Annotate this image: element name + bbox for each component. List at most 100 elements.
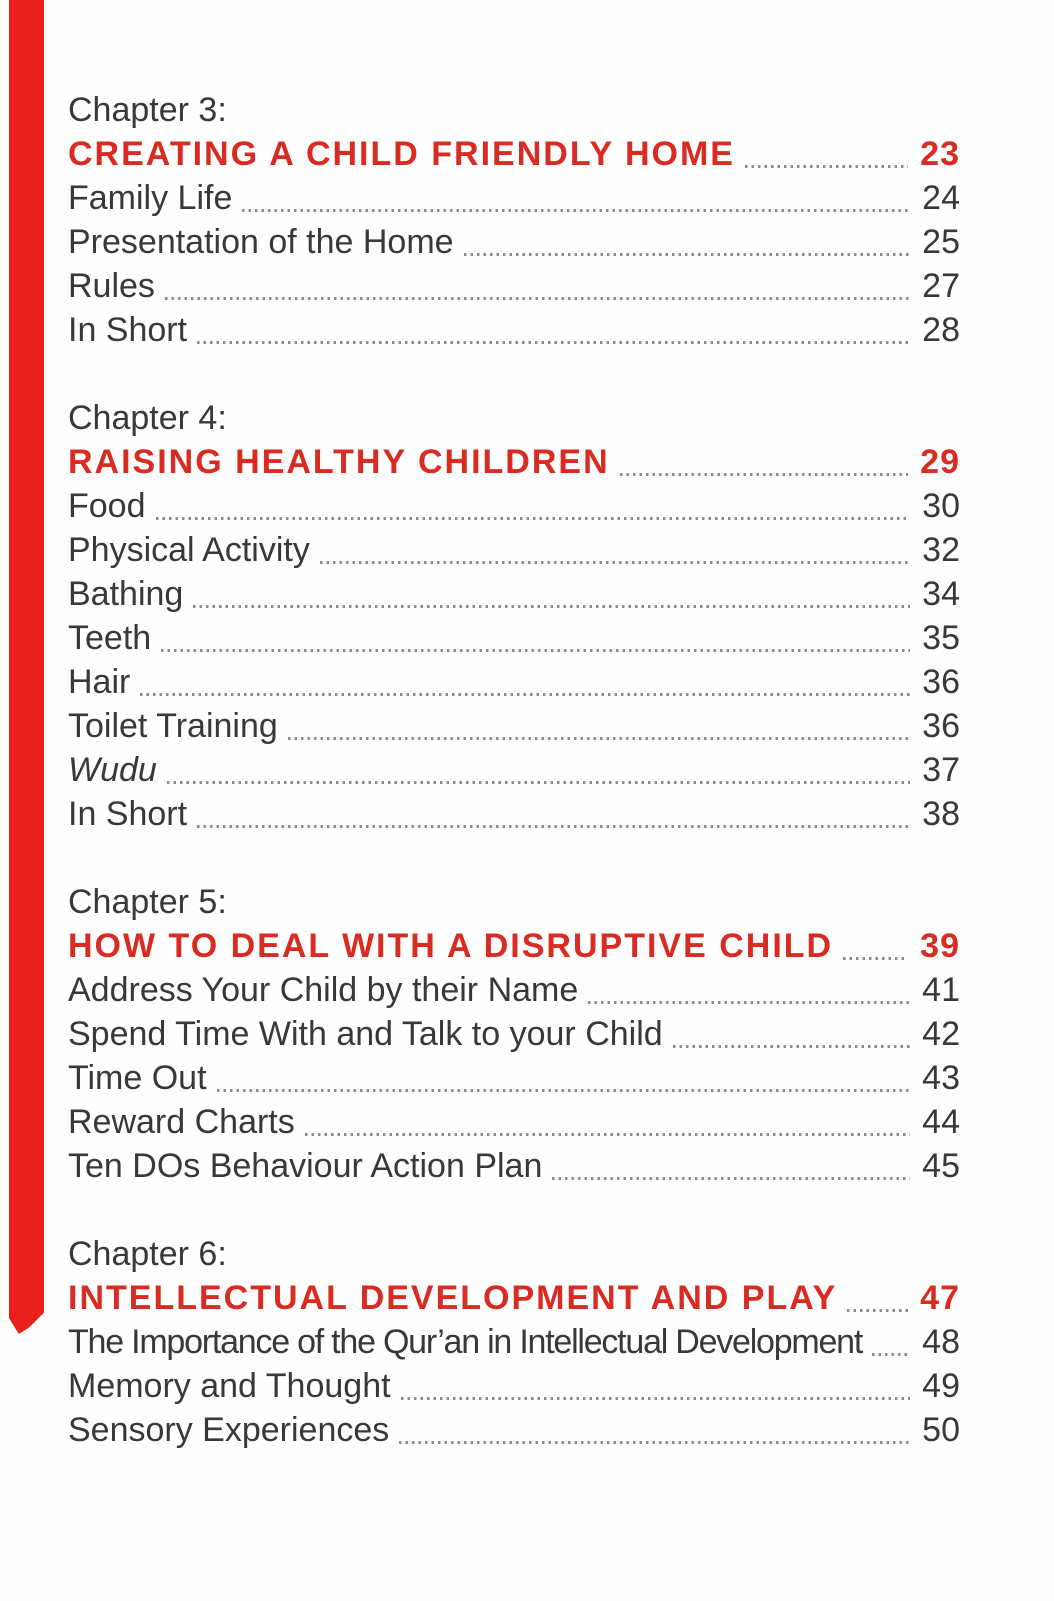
toc-entry-row: Rules 27 [68,264,960,308]
dotted-leader [216,1089,911,1092]
dotted-leader [319,561,911,564]
chapter-heading-row: HOW TO DEAL WITH A DISRUPTIVE CHILD 39 [68,924,960,968]
chapter-page-number: 39 [920,927,960,965]
toc-entry-title: Family Life [68,179,233,217]
toc-entry-page-number: 30 [922,487,960,525]
dotted-leader [588,1001,911,1004]
toc-entry-title: Ten DOs Behaviour Action Plan [68,1147,543,1185]
toc-entry-title: Memory and Thought [68,1367,391,1405]
toc-entry-row: In Short 28 [68,308,960,352]
toc-section: Chapter 3: CREATING A CHILD FRIENDLY HOME… [68,88,960,352]
toc-entry-row: Sensory Experiences 50 [68,1408,960,1452]
chapter-label: Chapter 4: [68,399,227,437]
toc-entry-page-number: 34 [922,575,960,613]
toc-entry-row: Toilet Training 36 [68,704,960,748]
toc-entry-page-number: 38 [922,795,960,833]
chapter-heading-row: INTELLECTUAL DEVELOPMENT AND PLAY 47 [68,1276,960,1320]
toc-entry-page-number: 25 [922,223,960,261]
chapter-heading-title: CREATING A CHILD FRIENDLY HOME [68,135,735,173]
toc-entry-row: Bathing 34 [68,572,960,616]
toc-entry-title: Sensory Experiences [68,1411,390,1449]
toc-entry-page-number: 24 [922,179,960,217]
toc-entry-page-number: 32 [922,531,960,569]
toc-entry-page-number: 48 [922,1323,960,1361]
toc-entry-row: Hair 36 [68,660,960,704]
dotted-leader [552,1177,911,1180]
dotted-leader [155,517,911,520]
toc-entry-row: Address Your Child by their Name 41 [68,968,960,1012]
toc-entry-row: Time Out 43 [68,1056,960,1100]
dotted-leader [140,693,911,696]
dotted-leader [399,1441,911,1444]
dotted-leader [197,341,911,344]
chapter-label: Chapter 6: [68,1235,227,1273]
dotted-leader [166,781,911,784]
toc-entry-title: Wudu [68,751,157,789]
toc-entry-page-number: 45 [922,1147,960,1185]
toc-entry-page-number: 36 [922,663,960,701]
dotted-leader [843,957,909,960]
toc-section: Chapter 5: HOW TO DEAL WITH A DISRUPTIVE … [68,880,960,1188]
toc-entry-page-number: 43 [922,1059,960,1097]
chapter-label: Chapter 3: [68,91,227,129]
toc-entry-title: Hair [68,663,131,701]
chapter-heading-title: HOW TO DEAL WITH A DISRUPTIVE CHILD [68,927,834,965]
dotted-leader [745,165,909,168]
toc-entry-title: Time Out [68,1059,207,1097]
dotted-leader [847,1309,909,1312]
chapter-page-number: 29 [920,443,960,481]
dotted-leader [463,253,911,256]
toc-entry-title: In Short [68,311,188,349]
toc-entry-title: Reward Charts [68,1103,295,1141]
toc-entry-page-number: 28 [922,311,960,349]
toc-entry-row: Food 30 [68,484,960,528]
dotted-leader [619,473,909,476]
toc-entry-row: The Importance of the Qur’an in Intellec… [68,1320,960,1364]
toc-section: Chapter 4: RAISING HEALTHY CHILDREN 29 Food… [68,396,960,836]
toc-entry-page-number: 27 [922,267,960,305]
toc-entry-page-number: 36 [922,707,960,745]
toc-entry-page-number: 44 [922,1103,960,1141]
toc-entry-title: Bathing [68,575,184,613]
toc-entry-row: Reward Charts 44 [68,1100,960,1144]
toc-entry-title: Teeth [68,619,152,657]
toc-entry-title: In Short [68,795,188,833]
toc-entry-row: Presentation of the Home 25 [68,220,960,264]
toc-entry-row: In Short 38 [68,792,960,836]
red-ribbon-bookmark [9,0,44,1334]
chapter-heading-row: RAISING HEALTHY CHILDREN 29 [68,440,960,484]
dotted-leader [304,1133,911,1136]
toc-entry-row: Teeth 35 [68,616,960,660]
toc-entry-page-number: 35 [922,619,960,657]
toc-section: Chapter 6: INTELLECTUAL DEVELOPMENT AND P… [68,1232,960,1452]
dotted-leader [400,1397,911,1400]
dotted-leader [287,737,911,740]
toc-entry-row: Spend Time With and Talk to your Child 42 [68,1012,960,1056]
table-of-contents: Chapter 3: CREATING A CHILD FRIENDLY HOME… [68,88,960,1452]
dotted-leader [672,1045,911,1048]
toc-entry-page-number: 41 [922,971,960,1009]
toc-entry-row: Memory and Thought 49 [68,1364,960,1408]
toc-entry-title: Toilet Training [68,707,278,745]
chapter-heading-title: INTELLECTUAL DEVELOPMENT AND PLAY [68,1279,838,1317]
toc-entry-page-number: 49 [922,1367,960,1405]
toc-entry-page-number: 50 [922,1411,960,1449]
toc-entry-title: Physical Activity [68,531,310,569]
dotted-leader [242,209,911,212]
toc-entry-row: Wudu 37 [68,748,960,792]
toc-entry-page-number: 42 [922,1015,960,1053]
dotted-leader [164,297,911,300]
toc-entry-row: Physical Activity 32 [68,528,960,572]
toc-entry-title: The Importance of the Qur’an in Intellec… [68,1323,863,1361]
toc-entry-title: Rules [68,267,155,305]
chapter-heading-row: CREATING A CHILD FRIENDLY HOME 23 [68,132,960,176]
chapter-page-number: 23 [920,135,960,173]
dotted-leader [193,605,911,608]
chapter-page-number: 47 [920,1279,960,1317]
toc-entry-row: Ten DOs Behaviour Action Plan 45 [68,1144,960,1188]
toc-entry-title: Address Your Child by their Name [68,971,579,1009]
toc-entry-title: Food [68,487,146,525]
chapter-label: Chapter 5: [68,883,227,921]
dotted-leader [197,825,911,828]
